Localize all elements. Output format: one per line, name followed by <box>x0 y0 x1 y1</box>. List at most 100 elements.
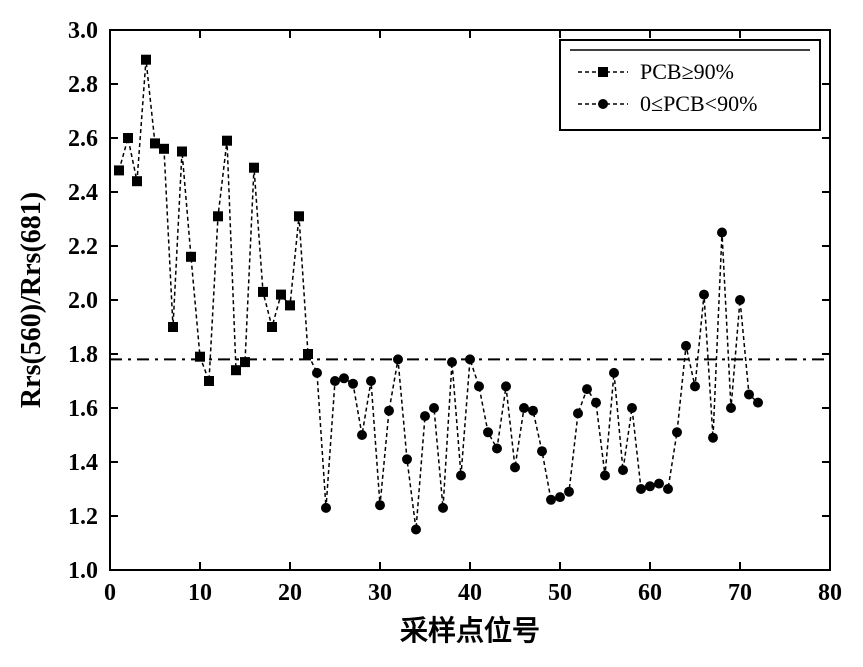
marker-circle <box>438 503 448 513</box>
y-tick-label: 1.2 <box>68 504 98 530</box>
marker-square <box>159 144 169 154</box>
x-axis-label: 采样点位号 <box>400 614 540 647</box>
marker-circle <box>483 427 493 437</box>
marker-circle <box>447 357 457 367</box>
marker-circle <box>465 354 475 364</box>
marker-circle <box>429 403 439 413</box>
marker-square <box>213 211 223 221</box>
marker-square <box>141 55 151 65</box>
marker-circle <box>681 341 691 351</box>
y-tick-label: 1.0 <box>68 558 98 584</box>
x-tick-label: 30 <box>368 580 392 606</box>
marker-circle <box>402 454 412 464</box>
marker-circle <box>636 484 646 494</box>
marker-circle <box>312 368 322 378</box>
marker-circle <box>753 398 763 408</box>
y-tick-label: 2.0 <box>68 288 98 314</box>
marker-circle <box>339 373 349 383</box>
y-tick-label: 2.6 <box>68 126 98 152</box>
legend-label: 0≤PCB<90% <box>640 91 757 116</box>
x-tick-label: 80 <box>818 580 842 606</box>
marker-circle <box>582 384 592 394</box>
marker-circle <box>537 446 547 456</box>
marker-circle <box>663 484 673 494</box>
marker-square <box>168 322 178 332</box>
marker-circle <box>645 481 655 491</box>
marker-circle <box>366 376 376 386</box>
marker-square <box>114 165 124 175</box>
x-tick-label: 50 <box>548 580 572 606</box>
marker-square <box>249 163 259 173</box>
marker-square <box>150 138 160 148</box>
marker-square <box>294 211 304 221</box>
y-tick-label: 2.8 <box>68 72 98 98</box>
marker-circle <box>348 379 358 389</box>
chart-container: 0 10 20 30 40 50 60 70 80 1.0 1.2 1.4 1.6 1.8 2.0 2.2 2.… <box>0 0 863 667</box>
y-tick-label: 2.2 <box>68 234 98 260</box>
legend-box <box>560 40 820 130</box>
x-tick-label: 10 <box>188 580 212 606</box>
y-tick-label: 2.4 <box>68 180 98 206</box>
marker-circle <box>591 398 601 408</box>
marker-circle <box>321 503 331 513</box>
marker-circle <box>411 525 421 535</box>
marker-circle <box>420 411 430 421</box>
legend-marker-square <box>598 67 608 77</box>
x-tick-label: 20 <box>278 580 302 606</box>
x-tick-label: 60 <box>638 580 662 606</box>
marker-circle <box>510 462 520 472</box>
marker-circle <box>330 376 340 386</box>
y-tick-label: 1.4 <box>68 450 98 476</box>
marker-circle <box>555 492 565 502</box>
marker-square <box>186 252 196 262</box>
marker-circle <box>528 406 538 416</box>
marker-circle <box>726 403 736 413</box>
marker-circle <box>393 354 403 364</box>
marker-circle <box>519 403 529 413</box>
marker-circle <box>744 390 754 400</box>
marker-circle <box>708 433 718 443</box>
x-tick-label: 40 <box>458 580 482 606</box>
marker-square <box>285 300 295 310</box>
marker-circle <box>699 290 709 300</box>
marker-square <box>258 287 268 297</box>
marker-circle <box>573 408 583 418</box>
x-tick-label: 70 <box>728 580 752 606</box>
marker-circle <box>600 471 610 481</box>
marker-square <box>222 136 232 146</box>
marker-square <box>123 133 133 143</box>
marker-circle <box>564 487 574 497</box>
y-tick-label: 1.6 <box>68 396 98 422</box>
marker-square <box>177 147 187 157</box>
marker-circle <box>474 381 484 391</box>
marker-circle <box>672 427 682 437</box>
marker-circle <box>375 500 385 510</box>
marker-square <box>204 376 214 386</box>
marker-circle <box>690 381 700 391</box>
marker-square <box>132 176 142 186</box>
legend-label: PCB≥90% <box>640 59 734 84</box>
marker-circle <box>717 228 727 238</box>
marker-circle <box>501 381 511 391</box>
marker-circle <box>618 465 628 475</box>
y-tick-label: 3.0 <box>68 18 98 44</box>
marker-square <box>240 357 250 367</box>
legend-marker-circle <box>598 99 608 109</box>
y-tick-label: 1.8 <box>68 342 98 368</box>
marker-square <box>303 349 313 359</box>
marker-square <box>231 365 241 375</box>
y-axis-label: Rrs(560)/Rrs(681) <box>16 192 47 408</box>
marker-circle <box>384 406 394 416</box>
marker-circle <box>609 368 619 378</box>
marker-circle <box>456 471 466 481</box>
marker-circle <box>654 479 664 489</box>
marker-circle <box>546 495 556 505</box>
marker-circle <box>627 403 637 413</box>
marker-square <box>195 352 205 362</box>
chart-svg: 0 10 20 30 40 50 60 70 80 1.0 1.2 1.4 1.6 1.8 2.0 2.2 2.… <box>0 0 863 667</box>
x-tick-label: 0 <box>104 580 116 606</box>
marker-circle <box>735 295 745 305</box>
marker-square <box>276 290 286 300</box>
marker-circle <box>357 430 367 440</box>
marker-square <box>267 322 277 332</box>
